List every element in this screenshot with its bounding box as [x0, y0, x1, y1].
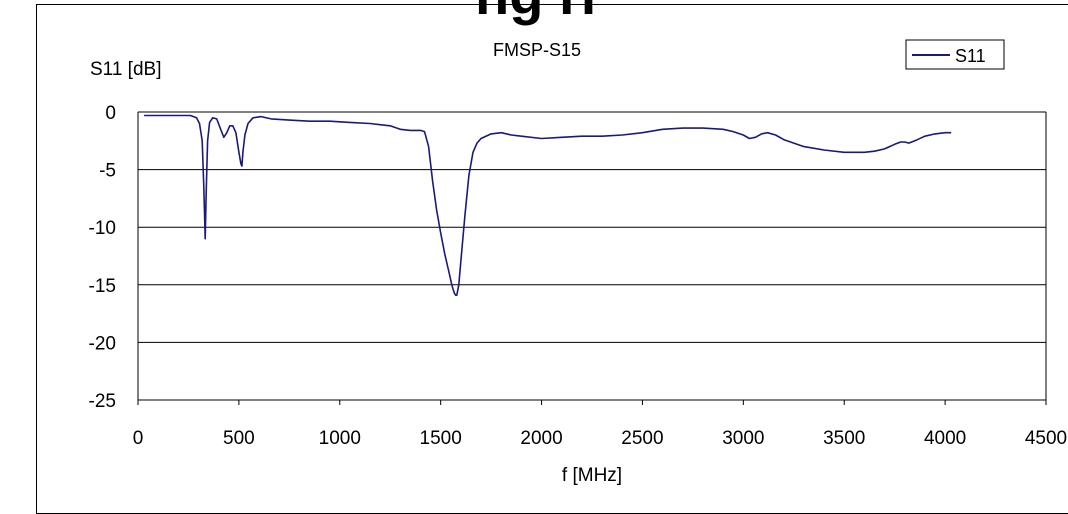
series-line-s11 — [144, 114, 952, 297]
x-tick-label: 2000 — [520, 428, 562, 449]
chart-frame — [36, 4, 1068, 514]
cropped-heading-fragment: ng ri — [475, 0, 596, 26]
y-tick-label: -25 — [89, 391, 116, 412]
x-tick-label: 2500 — [621, 428, 663, 449]
grid-lines — [138, 169, 1046, 343]
y-axis-label: S11 [dB] — [90, 59, 161, 80]
y-tick-label: -20 — [89, 333, 116, 354]
x-tick-label: 3000 — [722, 428, 764, 449]
x-tick-label: 3500 — [823, 428, 865, 449]
x-tick-label: 500 — [223, 428, 255, 449]
y-tick-label: 0 — [105, 103, 116, 124]
x-tick-label: 4000 — [924, 428, 966, 449]
x-axis-ticks: 0 500 1000 1500 2000 2500 3000 3500 4000 4500 — [133, 400, 1067, 449]
legend: S11 — [905, 39, 1005, 70]
y-tick-label: -10 — [89, 218, 116, 239]
y-tick-label: -5 — [99, 161, 116, 182]
x-tick-label: 4500 — [1025, 428, 1067, 449]
x-tick-label: 1000 — [319, 428, 361, 449]
x-axis-label: f [MHz] — [562, 465, 622, 486]
legend-label-s11: S11 — [955, 46, 986, 66]
x-tick-label: 1500 — [420, 428, 462, 449]
chart-title: FMSP-S15 — [493, 40, 581, 60]
plot-area — [137, 111, 1047, 401]
series-layer — [144, 114, 952, 297]
y-axis-ticks: 0 -5 -10 -15 -20 -25 — [89, 103, 116, 412]
y-tick-label: -15 — [89, 276, 116, 297]
x-tick-label: 0 — [133, 428, 144, 449]
